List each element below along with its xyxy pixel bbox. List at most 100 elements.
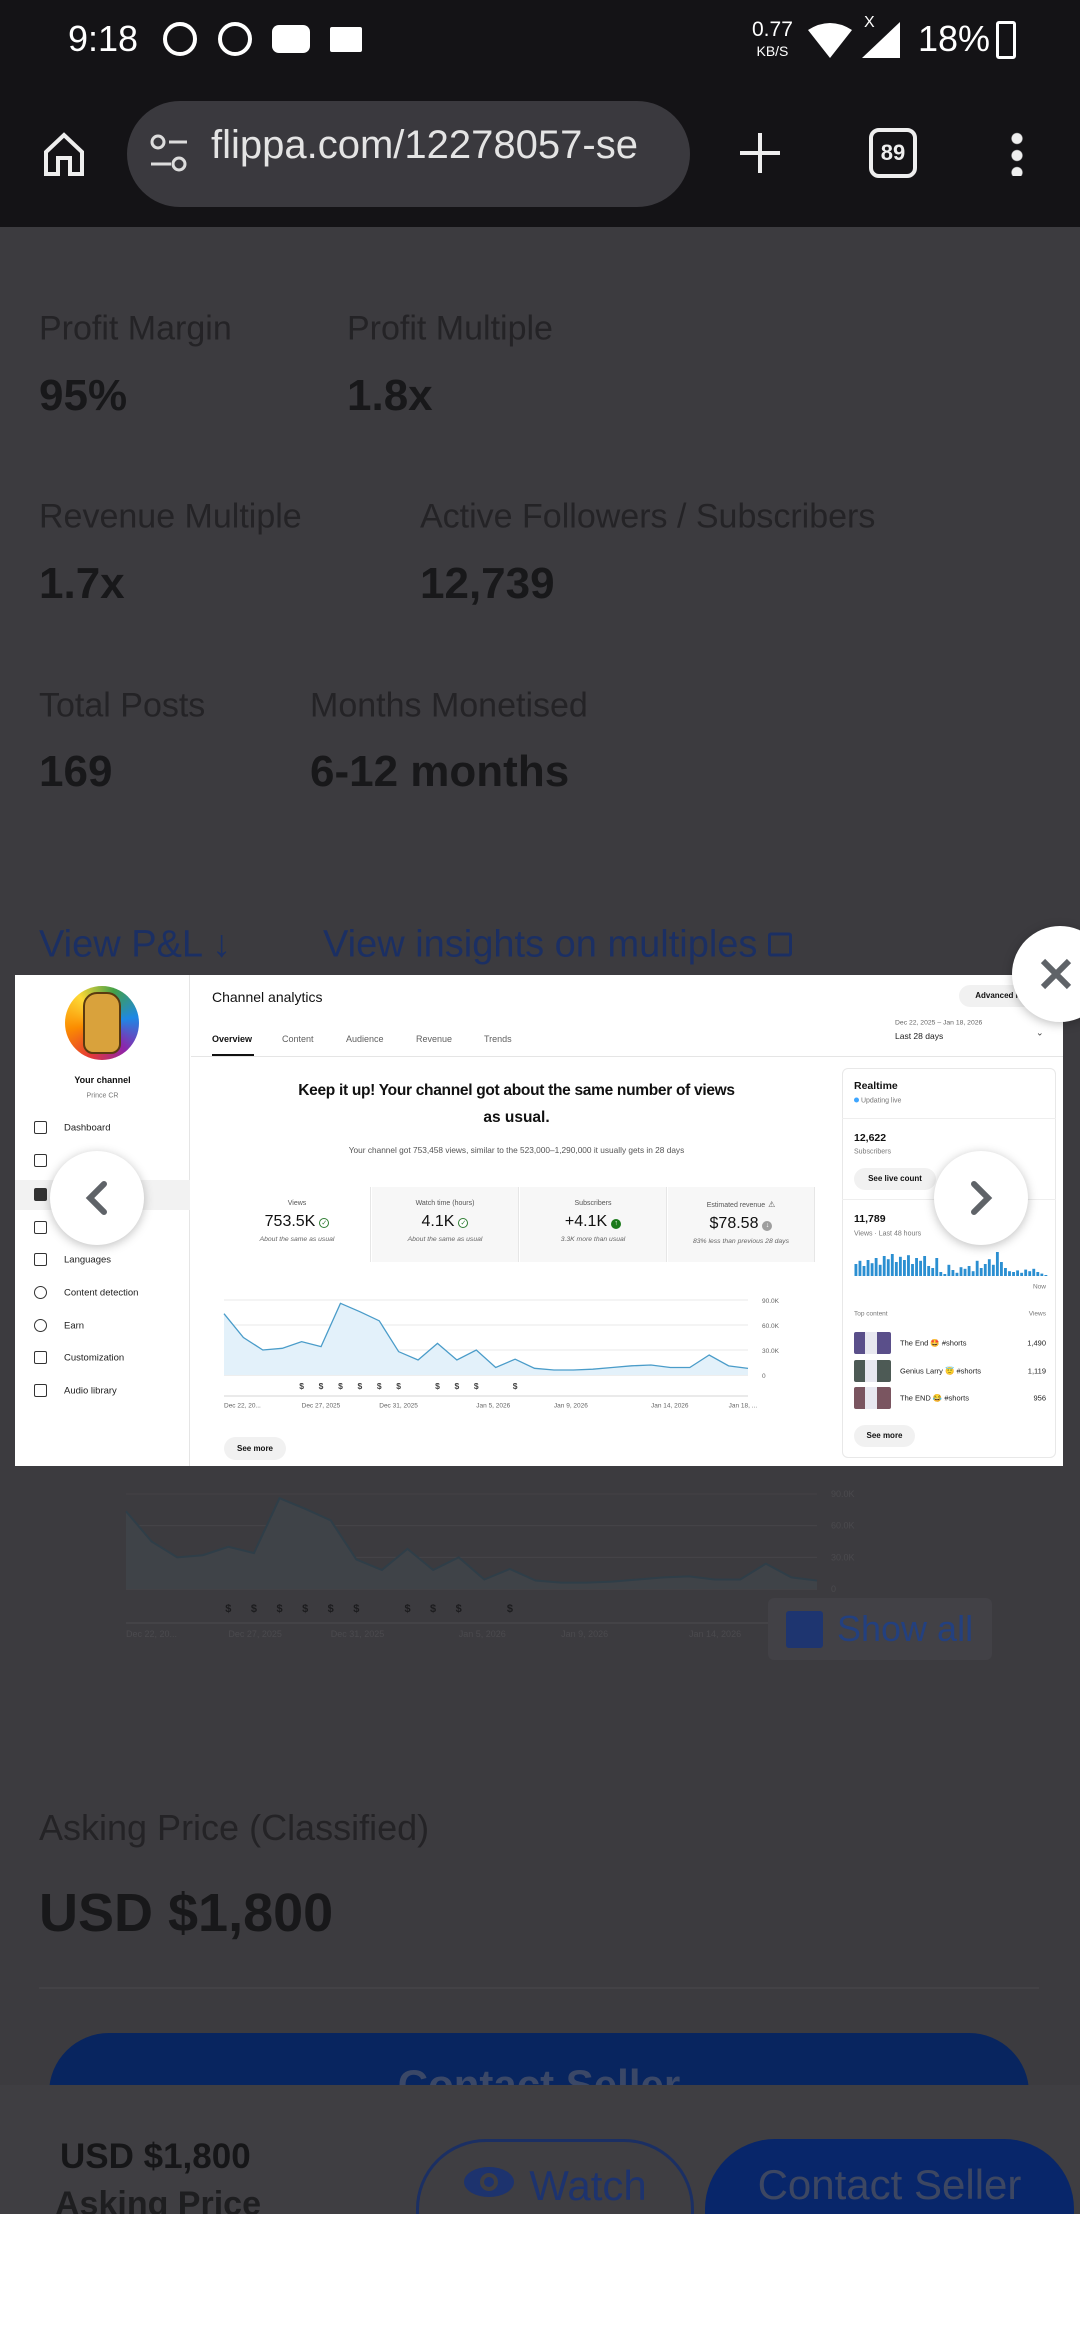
sidebar-item[interactable]: Dashboard xyxy=(15,1113,190,1143)
copyright-icon xyxy=(34,1286,47,1299)
sidebar-item[interactable] xyxy=(15,1213,190,1243)
analytics-title: Channel analytics xyxy=(212,989,323,1005)
top-content-title[interactable]: Genius Larry 😇 #shorts xyxy=(900,1366,982,1376)
realtime-bar xyxy=(878,1264,882,1276)
url-text[interactable]: flippa.com/12278057-se xyxy=(211,123,638,167)
wifi-icon xyxy=(808,23,852,58)
live-dot-icon xyxy=(854,1097,859,1103)
top-content-title[interactable]: The End 🤩 #shorts xyxy=(900,1338,967,1348)
close-lightbox-button[interactable] xyxy=(1012,926,1080,1022)
top-content-title[interactable]: The END 😂 #shorts xyxy=(900,1393,969,1403)
realtime-bar xyxy=(1040,1273,1044,1276)
video-thumbnail[interactable] xyxy=(854,1332,891,1354)
check-circle-icon: ✓ xyxy=(458,1218,469,1228)
chevron-down-icon[interactable]: ⌄ xyxy=(1036,1027,1044,1038)
y-tick-label: 90.0K xyxy=(831,1489,855,1499)
period-select[interactable]: Last 28 days xyxy=(895,1031,944,1041)
video-thumbnail[interactable] xyxy=(854,1360,891,1382)
metric-card-value: +4.1K ↑ xyxy=(520,1213,666,1231)
previous-image-button[interactable] xyxy=(50,1151,144,1245)
sidebar-item[interactable]: Content detection xyxy=(15,1278,190,1308)
realtime-bar xyxy=(919,1260,923,1276)
metric-card[interactable]: Watch time (hours) 4.1K ✓ About the same as… xyxy=(372,1187,519,1262)
more-menu-icon[interactable] xyxy=(1011,130,1023,176)
y-tick-label: 60.0K xyxy=(831,1521,855,1531)
realtime-bar xyxy=(903,1260,906,1276)
address-bar[interactable]: flippa.com/12278057-se xyxy=(127,101,690,207)
arrow-down-circle-icon: ↓ xyxy=(762,1221,773,1231)
video-thumbnail[interactable] xyxy=(854,1387,891,1409)
metric-value: 95% xyxy=(39,371,128,420)
sidebar-item[interactable]: Languages xyxy=(15,1245,190,1275)
realtime-bar xyxy=(1016,1270,1020,1276)
realtime-views: 11,789 xyxy=(854,1213,886,1225)
sidebar-item[interactable]: Customization xyxy=(15,1343,190,1373)
show-all-photos-button[interactable]: Show all xyxy=(768,1598,992,1660)
view-insights-link[interactable]: View insights on multiples xyxy=(323,924,792,967)
sidebar-item-label: Languages xyxy=(64,1254,112,1266)
metric-card[interactable]: Subscribers +4.1K ↑ 3.3K more than usual xyxy=(520,1187,667,1262)
metric-value: 12,739 xyxy=(420,559,555,608)
see-live-count-button[interactable]: See live count xyxy=(854,1168,936,1190)
analytics-tab[interactable]: Audience xyxy=(346,1034,384,1044)
x-tick-label: Jan 14, 2026 xyxy=(651,1403,689,1410)
area-fill xyxy=(224,1303,748,1375)
metric-card-value: 4.1K ✓ xyxy=(372,1213,518,1231)
metric-card-note: About the same as usual xyxy=(407,1236,483,1243)
asking-price-label: Asking Price (Classified) xyxy=(39,1807,430,1848)
analytics-tab[interactable]: Overview xyxy=(212,1034,253,1044)
view-pl-link[interactable]: View P&L ↓ xyxy=(39,923,232,966)
realtime-bar xyxy=(1036,1272,1040,1276)
new-tab-icon[interactable] xyxy=(738,131,782,175)
site-settings-icon[interactable] xyxy=(149,134,189,174)
metric-card[interactable]: Estimated revenue ⚠ $78.58 ↓ 83% less than p… xyxy=(668,1187,815,1262)
realtime-bar xyxy=(862,1266,866,1276)
upload-marker-icon: $ xyxy=(435,1381,440,1391)
realtime-bar xyxy=(963,1268,967,1276)
net-speed-unit: KB/S xyxy=(756,43,789,59)
analytics-tab[interactable]: Trends xyxy=(484,1034,512,1044)
metric-card-value: $78.58 ↓ xyxy=(668,1215,814,1233)
battery-percent: 18% xyxy=(918,18,991,59)
sidebar-item[interactable] xyxy=(15,1146,190,1176)
upload-marker-icon: $ xyxy=(474,1381,479,1391)
sticky-contact-seller-button[interactable]: Contact Seller xyxy=(705,2139,1074,2214)
upload-marker-icon: $ xyxy=(328,1603,334,1615)
next-image-button[interactable] xyxy=(934,1151,1028,1245)
channel-owner: Prince CR xyxy=(86,1092,119,1100)
metric-label: Months Monetised xyxy=(310,686,588,725)
metric-card-value-text: $78.58 xyxy=(709,1215,759,1232)
tab-switcher-button[interactable]: 89 xyxy=(869,128,917,178)
realtime-bar xyxy=(1024,1269,1028,1276)
subtitles-icon xyxy=(34,1253,47,1266)
analytics-tab[interactable]: Revenue xyxy=(416,1034,453,1044)
metric-card-value-text: 4.1K xyxy=(421,1213,455,1230)
realtime-bar xyxy=(854,1264,858,1276)
upload-marker-icon: $ xyxy=(302,1603,308,1615)
dollar-icon xyxy=(34,1319,47,1332)
see-more-button[interactable]: See more xyxy=(224,1437,286,1460)
watch-button[interactable]: Watch xyxy=(416,2139,694,2214)
area-fill xyxy=(126,1498,817,1589)
x-tick-label: Jan 5, 2026 xyxy=(476,1403,510,1410)
home-icon[interactable] xyxy=(42,132,86,176)
sidebar-item[interactable]: Audio library xyxy=(15,1376,190,1406)
realtime-bar xyxy=(955,1272,959,1276)
metric-label: Active Followers / Subscribers xyxy=(420,497,876,536)
analytics-tab[interactable]: Content xyxy=(282,1034,314,1044)
metric-value: 6-12 months xyxy=(310,747,570,796)
sidebar-item[interactable]: Earn xyxy=(15,1311,190,1341)
analytics-icon xyxy=(34,1188,47,1201)
x-tick-label: Jan 9, 2026 xyxy=(554,1403,588,1410)
realtime-bar-chart xyxy=(854,1252,1048,1276)
realtime-card xyxy=(842,1068,1056,1458)
realtime-bar xyxy=(898,1256,902,1276)
realtime-bar xyxy=(915,1258,918,1276)
metric-card[interactable]: Views 753.5K ✓ About the same as usual xyxy=(224,1187,371,1262)
metric-label: Profit Multiple xyxy=(347,309,553,348)
metric-value: 1.8x xyxy=(347,371,433,420)
realtime-bar xyxy=(931,1268,935,1276)
signal-x: X xyxy=(864,14,875,31)
realtime-bar xyxy=(866,1260,870,1276)
realtime-see-more-button[interactable]: See more xyxy=(854,1425,915,1447)
